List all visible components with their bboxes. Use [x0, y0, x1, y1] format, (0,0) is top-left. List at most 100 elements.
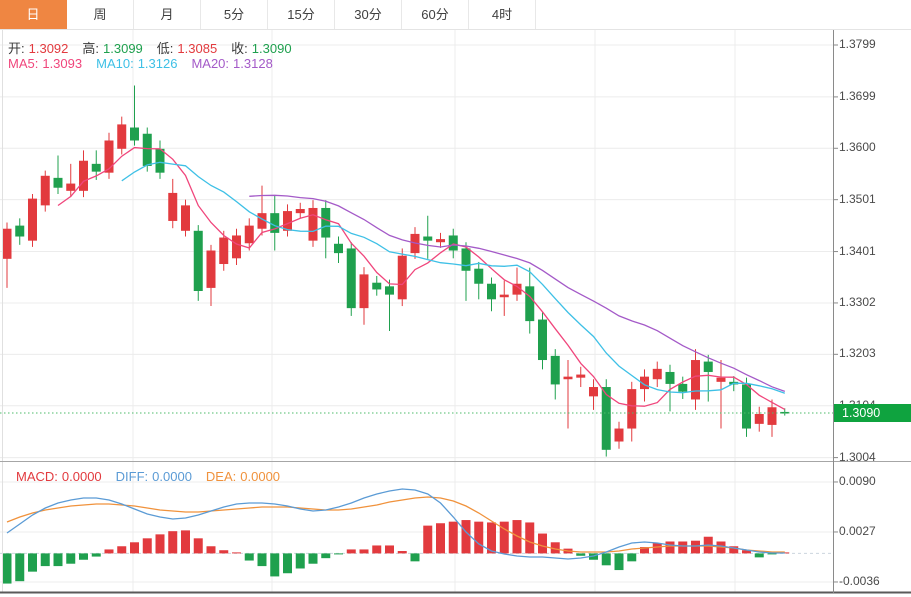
current-price-badge: 1.3090	[834, 404, 911, 422]
candle-body	[665, 371, 675, 384]
candle-body	[142, 133, 152, 166]
macd-bar	[742, 550, 751, 554]
macd-bar	[270, 553, 280, 577]
candle-body	[130, 127, 139, 141]
macd-bar	[487, 522, 496, 554]
macd-bar	[232, 552, 241, 554]
candle-body	[219, 237, 229, 265]
candle-body	[627, 389, 637, 429]
candle-body	[563, 376, 573, 380]
candle-body	[244, 225, 254, 244]
macd-bar	[691, 540, 700, 554]
macd-bar	[385, 545, 394, 554]
macd-value: 0.0000	[61, 469, 102, 484]
tab-周[interactable]: 周	[67, 0, 134, 29]
candle-body	[703, 361, 713, 372]
macd-bar	[627, 553, 637, 562]
tab-15分[interactable]: 15分	[268, 0, 335, 29]
tab-4时[interactable]: 4时	[469, 0, 536, 29]
macd-bar	[436, 523, 445, 554]
candle-body	[283, 211, 292, 231]
macd-bar	[423, 525, 433, 554]
low-value: 1.3085	[177, 41, 218, 56]
tab-60分[interactable]: 60分	[402, 0, 469, 29]
macd-bar	[283, 553, 292, 574]
ma5-line	[57, 146, 786, 410]
candle-body	[678, 383, 688, 392]
candle-body	[334, 243, 343, 254]
macd-bar	[754, 553, 764, 558]
macd-bar	[538, 533, 547, 554]
macd-bar	[576, 553, 586, 556]
macd-bar	[372, 545, 382, 554]
candle-body	[614, 428, 624, 442]
candle-body	[104, 140, 114, 173]
macd-bar	[640, 547, 649, 554]
candle-body	[754, 414, 764, 424]
candle-body	[346, 248, 356, 309]
candle-body	[436, 239, 445, 243]
candle-body	[2, 228, 12, 259]
candle-body	[40, 175, 50, 206]
macd-legend: MACD: 0.0000 DIFF: 0.0000 DEA: 0.0000	[16, 469, 284, 484]
candle-body	[155, 148, 165, 173]
candle-body	[308, 207, 318, 241]
candle-body	[576, 374, 586, 378]
macd-bar	[295, 553, 305, 569]
ma20-line	[249, 194, 786, 393]
price-tick-label: 1.3501	[839, 191, 876, 206]
tab-日[interactable]: 日	[0, 0, 67, 29]
macd-bar	[53, 553, 63, 567]
tab-月[interactable]: 月	[134, 0, 201, 29]
tab-5分[interactable]: 5分	[201, 0, 268, 29]
price-tick-label: 1.3203	[839, 346, 876, 361]
candle-body	[499, 294, 509, 298]
candle-body	[193, 230, 203, 292]
candle-body	[91, 163, 101, 172]
macd-bar	[448, 521, 458, 554]
macd-tick-label: 0.0090	[839, 473, 876, 488]
macd-bar	[525, 522, 535, 554]
macd-bar	[2, 553, 12, 584]
macd-bar	[181, 530, 190, 554]
ma20-value: 1.3128	[233, 56, 273, 71]
candle-body	[257, 213, 267, 229]
macd-tick-label: -0.0036	[839, 573, 880, 588]
macd-bar	[206, 546, 216, 554]
macd-bar	[142, 538, 152, 554]
candle-body	[538, 319, 547, 361]
price-tick-label: 1.3004	[839, 449, 876, 464]
macd-label: MACD:	[16, 469, 58, 484]
dea-line	[6, 496, 785, 553]
macd-bar	[219, 550, 229, 554]
candle-body	[423, 236, 433, 241]
macd-bar	[474, 521, 484, 554]
macd-bar	[512, 520, 522, 554]
candle-body	[206, 250, 216, 288]
high-value: 1.3099	[103, 41, 143, 56]
candle-body	[512, 283, 522, 295]
macd-bar	[40, 553, 50, 567]
ma20-label: MA20:	[191, 56, 230, 71]
macd-tick-label: 0.0027	[839, 523, 876, 538]
diff-label: DIFF:	[115, 469, 149, 484]
ma5-value: 1.3093	[42, 56, 83, 71]
macd-bar	[257, 553, 267, 567]
candle-body	[372, 282, 382, 290]
candle-body	[487, 283, 496, 300]
close-label: 收:	[231, 41, 248, 56]
ma5-label: MA5:	[8, 56, 39, 71]
tab-30分[interactable]: 30分	[335, 0, 402, 29]
macd-bar	[334, 553, 343, 555]
macd-bar	[28, 553, 37, 572]
macd-bar	[193, 538, 203, 554]
candle-body	[767, 407, 777, 425]
timeframe-tabbar: 日周月 5分 15分 30分 60分 4时	[0, 0, 911, 30]
candle-body	[321, 207, 331, 238]
candle-body	[640, 376, 649, 390]
diff-line	[6, 488, 785, 560]
macd-bar	[104, 549, 114, 554]
candle-body	[28, 198, 37, 241]
